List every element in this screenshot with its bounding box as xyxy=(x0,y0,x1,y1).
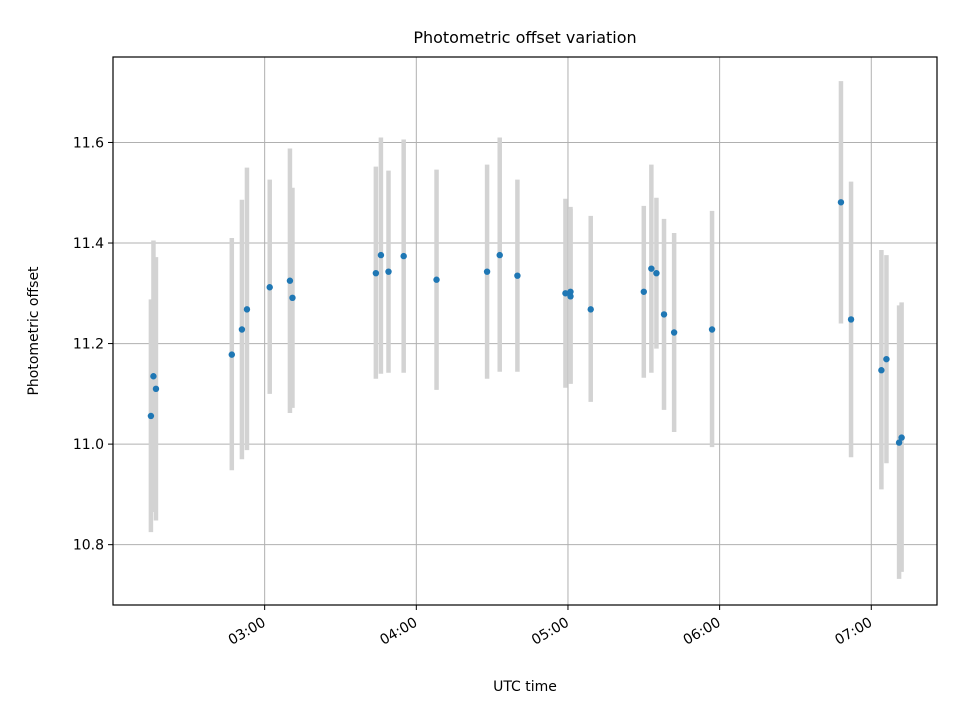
data-point xyxy=(883,355,890,363)
data-points xyxy=(147,199,905,446)
data-point xyxy=(847,316,855,323)
data-point xyxy=(372,269,380,277)
y-tick-label: 11.4 xyxy=(73,236,104,252)
data-point xyxy=(433,276,440,283)
data-point xyxy=(670,329,678,336)
y-axis-label: Photometric offset xyxy=(26,266,42,396)
x-axis-label: UTC time xyxy=(493,679,557,695)
data-point xyxy=(228,351,235,358)
data-point xyxy=(377,251,385,259)
data-point xyxy=(483,268,491,275)
data-point xyxy=(895,439,903,446)
data-point xyxy=(898,434,905,441)
data-point xyxy=(286,277,294,284)
data-point xyxy=(150,373,157,380)
data-point xyxy=(878,367,885,374)
grid xyxy=(113,57,937,605)
data-point xyxy=(837,199,845,206)
data-point xyxy=(514,272,521,279)
data-point xyxy=(648,265,655,272)
data-point xyxy=(587,306,594,313)
data-point xyxy=(640,288,647,295)
y-tick-label: 11.2 xyxy=(73,337,104,353)
data-point xyxy=(152,385,160,393)
y-tick-label: 11.6 xyxy=(73,135,104,151)
data-point xyxy=(385,268,392,275)
data-point xyxy=(289,294,296,302)
chart-title: Photometric offset variation xyxy=(413,28,636,47)
data-point xyxy=(243,306,251,313)
y-tick-label: 11.0 xyxy=(73,437,104,453)
data-point xyxy=(567,288,574,295)
data-point xyxy=(266,284,273,291)
data-point xyxy=(147,412,155,420)
data-point xyxy=(660,311,668,318)
data-point xyxy=(567,293,574,300)
data-point xyxy=(708,326,716,333)
y-tick-label: 10.8 xyxy=(73,538,104,554)
data-point xyxy=(562,290,569,297)
data-point xyxy=(653,269,660,277)
plot-frame xyxy=(112,56,938,606)
data-point xyxy=(496,251,503,259)
data-point xyxy=(238,326,246,333)
data-point xyxy=(400,252,407,260)
y-axis-ticks: 10.8 11.0 11.2 11.4 11.6 xyxy=(73,135,113,554)
